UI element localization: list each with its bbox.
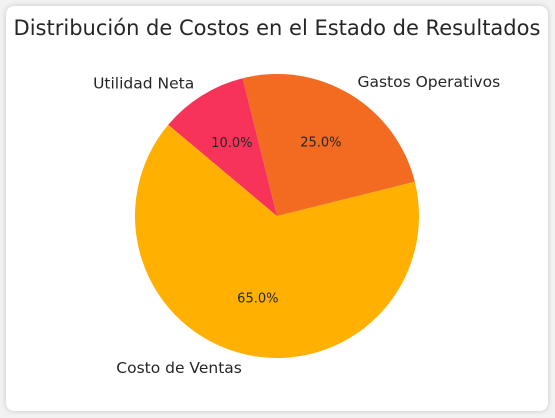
pie-slice-utilidad-neta	[168, 78, 277, 216]
pie-slice-costo-de-ventas	[135, 124, 420, 358]
pie-chart: 65.0% Costo de Ventas 25.0% Gastos Operativ…	[93, 73, 500, 377]
pct-label-utilidad-neta: 10.0%	[211, 136, 252, 151]
category-label-costo-de-ventas: Costo de Ventas	[116, 359, 242, 377]
chart-card: Distribución de Costos en el Estado de R…	[6, 6, 548, 411]
category-label-gastos-operativos: Gastos Operativos	[357, 73, 500, 91]
pct-label-costo-de-ventas: 65.0%	[237, 292, 278, 307]
pie-labels: 65.0% Costo de Ventas 25.0% Gastos Operativ…	[93, 73, 500, 377]
pie-slices	[135, 74, 420, 358]
category-label-utilidad-neta: Utilidad Neta	[93, 75, 194, 93]
chart-title: Distribución de Costos en el Estado de R…	[13, 16, 541, 40]
pct-label-gastos-operativos: 25.0%	[300, 135, 341, 150]
pie-slice-gastos-operativos	[242, 74, 415, 216]
